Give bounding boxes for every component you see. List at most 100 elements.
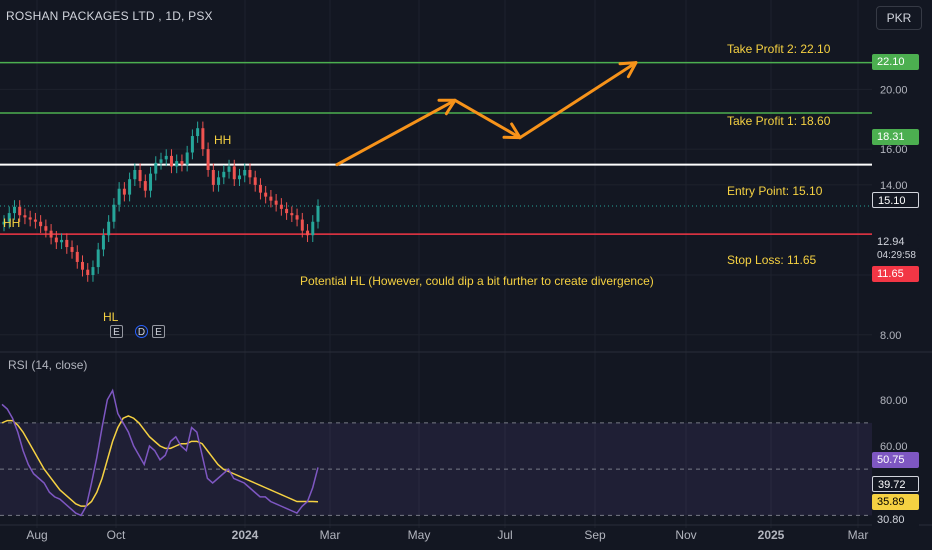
candle-body: [238, 175, 241, 180]
candle-body: [101, 235, 105, 250]
earnings-event-icon[interactable]: E: [152, 325, 165, 338]
candle-body: [91, 267, 95, 275]
time-axis-tick: Sep: [584, 528, 606, 542]
projection-arrow: [518, 61, 638, 140]
hl-label: HL: [103, 310, 119, 324]
time-axis-tick: Nov: [675, 528, 696, 542]
candle-body: [300, 219, 304, 231]
time-axis-tick: Aug: [26, 528, 47, 542]
candle-body: [49, 230, 53, 238]
candle-body: [169, 155, 173, 167]
dividend-event-icon[interactable]: D: [135, 325, 148, 338]
potential-hl-label: Potential HL (However, could dip a bit f…: [300, 274, 654, 288]
currency-button[interactable]: PKR: [876, 6, 922, 30]
candle-body: [39, 221, 43, 227]
earnings-event-icon[interactable]: E: [110, 325, 123, 338]
candle-body: [243, 169, 247, 176]
candle-body: [44, 226, 48, 231]
candle-body: [253, 177, 257, 185]
tp1-price-tag: 18.31: [872, 129, 919, 145]
price-axis-tick: 16.00: [880, 144, 908, 156]
candle-body: [18, 206, 22, 216]
candle-body: [86, 269, 90, 275]
candle-body: [285, 208, 289, 214]
time-axis-tick: 2025: [758, 528, 785, 542]
candle-body: [190, 136, 194, 153]
candle-body: [264, 192, 268, 197]
rsi-ma-tag: 39.72: [872, 476, 919, 492]
candle-body: [290, 213, 294, 216]
candle-body: [222, 171, 226, 178]
entry-price-tag: 15.10: [872, 192, 919, 208]
rsi-line: [1, 388, 319, 517]
rsi-label: RSI (14, close): [8, 358, 88, 372]
stop-loss-label: Stop Loss: 11.65: [727, 253, 817, 267]
candle-body: [227, 166, 231, 172]
countdown-tag: 04:29:58: [872, 248, 919, 264]
candle-body: [143, 181, 147, 191]
candle-body: [7, 213, 11, 222]
candle-body: [154, 162, 158, 174]
candle-body: [159, 159, 163, 163]
entry-point-label: Entry Point: 15.10: [727, 184, 823, 198]
candle-body: [274, 200, 278, 205]
candle-body: [279, 204, 283, 209]
rsi-axis-tick: 60.00: [880, 441, 908, 453]
candle-body: [180, 161, 184, 165]
candle-body: [185, 152, 189, 165]
candle-body: [128, 179, 132, 195]
stop-price-tag: 11.65: [872, 266, 919, 282]
candle-body: [217, 177, 221, 185]
candle-body: [107, 221, 111, 236]
candle-body: [133, 169, 137, 180]
hh-top-label: HH: [214, 133, 232, 147]
rsi-bottom-tag: 30.80: [872, 512, 919, 528]
time-axis-tick: Jul: [497, 528, 512, 542]
candle-body: [54, 237, 58, 243]
take-profit-2-label: Take Profit 2: 22.10: [727, 42, 831, 56]
candle-body: [65, 239, 69, 248]
candle-body: [258, 184, 262, 193]
take-profit-1-label: Take Profit 1: 18.60: [727, 114, 831, 128]
time-axis-tick: Mar: [848, 528, 869, 542]
projection-arrow: [335, 98, 457, 167]
rsi-axis-tick: 80.00: [880, 395, 908, 407]
candle-body: [138, 169, 142, 182]
price-axis-tick: 14.00: [880, 180, 908, 192]
candle-body: [70, 247, 74, 252]
candle-body: [232, 166, 236, 180]
candle-body: [60, 239, 64, 243]
time-axis-tick: Mar: [320, 528, 341, 542]
candle-body: [112, 204, 116, 222]
candle-body: [2, 221, 6, 225]
candle-body: [12, 206, 16, 214]
candle-body: [164, 155, 168, 160]
candle-body: [316, 205, 320, 222]
candle-body: [81, 261, 84, 270]
candle-body: [175, 161, 179, 167]
rsi-value-tag: 50.75: [872, 452, 919, 468]
hh-left-label: HH: [3, 216, 21, 230]
candle-body: [117, 188, 121, 205]
last-price-tag: 12.94: [872, 234, 919, 250]
time-axis-tick: 2024: [232, 528, 259, 542]
candle-body: [96, 249, 100, 268]
rsi-ma-line: [1, 415, 319, 507]
price-axis-tick: 8.00: [880, 330, 901, 342]
time-axis-tick: Oct: [107, 528, 126, 542]
candle-body: [306, 230, 310, 236]
price-axis-tick: 20.00: [880, 84, 908, 96]
candle-body: [196, 128, 200, 137]
projection-arrow: [453, 98, 522, 140]
rsi-low-tag: 35.89: [872, 494, 919, 510]
candle-body: [311, 221, 315, 236]
candle-body: [211, 169, 215, 185]
candle-body: [269, 196, 273, 201]
candle-body: [295, 215, 299, 220]
candle-body: [149, 173, 153, 191]
candle-body: [28, 217, 32, 220]
candle-body: [201, 128, 205, 150]
time-axis-tick: May: [408, 528, 431, 542]
candle-body: [248, 169, 252, 178]
